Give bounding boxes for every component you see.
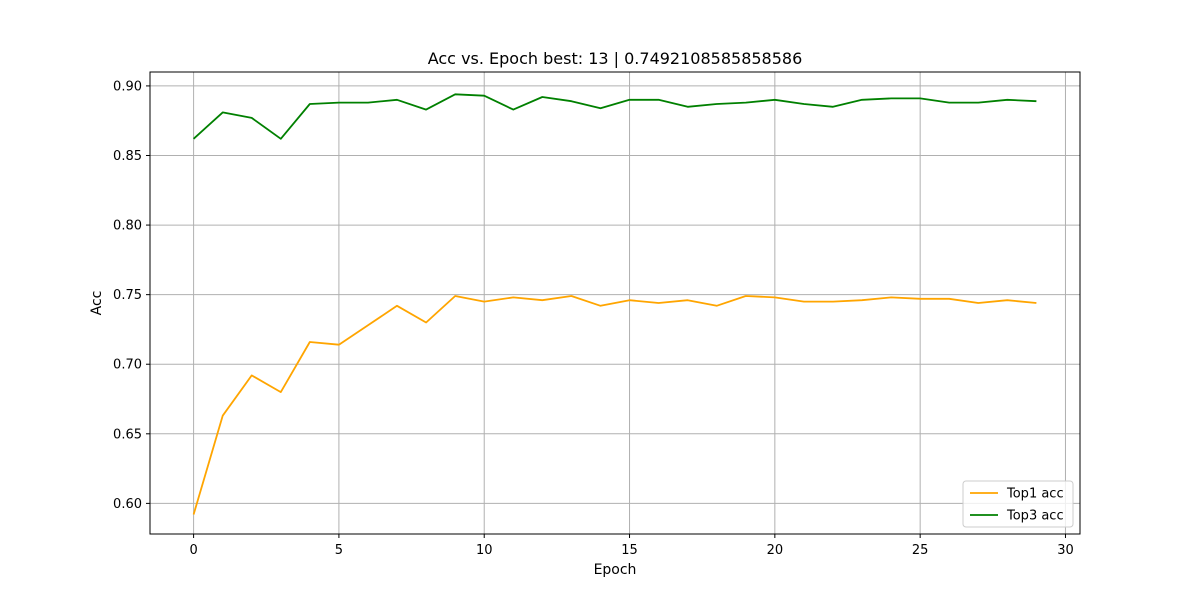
series-line-top3-acc bbox=[192, 93, 1037, 140]
x-tick-label: 5 bbox=[335, 543, 343, 558]
series-line-top1-acc bbox=[192, 295, 1037, 515]
plot-frame bbox=[149, 71, 1081, 535]
x-tick-label: 25 bbox=[912, 543, 929, 558]
y-axis: 0.60 0.65 0.70 0.75 0.80 0.85 0.90 bbox=[113, 79, 150, 512]
y-tick-label: 0.65 bbox=[113, 427, 142, 442]
x-tick-label: 0 bbox=[189, 543, 197, 558]
y-axis-label: Acc bbox=[89, 291, 105, 316]
y-tick-label: 0.90 bbox=[113, 79, 142, 94]
x-tick-label: 30 bbox=[1057, 543, 1074, 558]
series-layer bbox=[192, 93, 1037, 515]
x-tick-label: 15 bbox=[621, 543, 638, 558]
y-tick-label: 0.75 bbox=[113, 288, 142, 303]
x-axis: 0 5 10 15 20 25 30 bbox=[189, 534, 1074, 558]
y-tick-label: 0.80 bbox=[113, 219, 142, 234]
legend: Top1 acc Top3 acc bbox=[962, 480, 1074, 528]
y-tick-label: 0.60 bbox=[113, 497, 142, 512]
chart-title: Acc vs. Epoch best: 13 | 0.7492108585858… bbox=[428, 49, 803, 68]
y-tick-label: 0.70 bbox=[113, 358, 142, 373]
legend-label-top1-acc: Top1 acc bbox=[1006, 487, 1064, 502]
y-tick-label: 0.85 bbox=[113, 149, 142, 164]
x-axis-label: Epoch bbox=[594, 562, 637, 578]
x-tick-label: 10 bbox=[476, 543, 493, 558]
legend-label-top3-acc: Top3 acc bbox=[1006, 509, 1064, 524]
grid bbox=[150, 72, 1080, 534]
x-tick-label: 20 bbox=[767, 543, 784, 558]
